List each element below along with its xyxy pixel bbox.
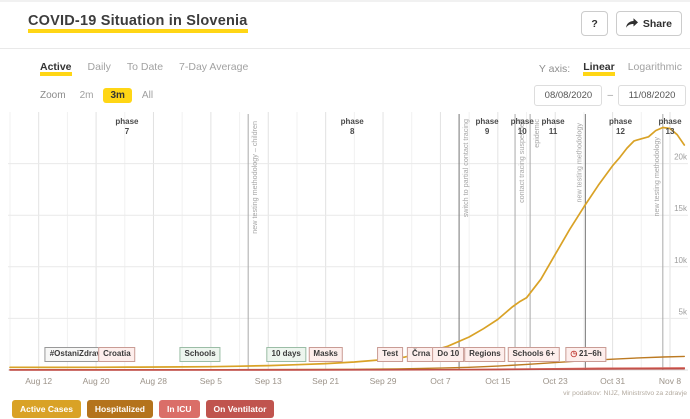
yaxis-option-logarithmic[interactable]: Logarithmic: [628, 61, 682, 76]
zoom-option-2m[interactable]: 2m: [76, 88, 98, 103]
legend-active-cases[interactable]: Active Cases: [12, 400, 81, 418]
series-line-on-ventilator: [9, 368, 686, 371]
tab-active[interactable]: Active: [40, 61, 72, 76]
legend-on-ventilator[interactable]: On Ventilator: [205, 400, 275, 418]
header: COVID-19 Situation in Slovenia ? Share: [0, 2, 690, 49]
legend-hospitalized[interactable]: Hospitalized: [86, 400, 153, 418]
boundary-annotation: new testing methodology – children: [250, 121, 259, 234]
y-axis-label: Y axis:: [538, 62, 571, 75]
x-tick-label: Oct 15: [485, 376, 510, 386]
x-tick-label: Aug 12: [25, 376, 52, 386]
phase-label-12: phase 12: [609, 117, 633, 136]
x-tick-label: Oct 7: [430, 376, 451, 386]
share-icon: [625, 18, 638, 29]
y-tick-label: 20k: [674, 153, 688, 162]
phase-label-7: phase 7: [115, 117, 139, 136]
x-tick-label: Sep 29: [370, 376, 397, 386]
phase-label-9: phase 9: [476, 117, 500, 136]
event-flag-schools-6: Schools 6+: [507, 347, 560, 362]
zoom-option-all[interactable]: All: [138, 88, 157, 103]
event-flag-regions: Regions: [464, 347, 506, 362]
help-button[interactable]: ?: [581, 11, 608, 36]
boundary-annotation: contact tracing suspended: [517, 119, 526, 203]
tab-7-day-average[interactable]: 7-Day Average: [179, 61, 248, 76]
y-axis-control: Y axis: Linear Logarithmic: [539, 61, 682, 76]
y-tick-label: 5k: [679, 307, 688, 316]
data-source: vir podatkov: NIJZ, Ministrstvo za zdrav…: [563, 390, 687, 397]
x-tick-label: Sep 5: [200, 376, 222, 386]
date-from-input[interactable]: [534, 85, 603, 106]
zoom-label: Zoom: [40, 90, 66, 101]
tab-daily[interactable]: Daily: [88, 61, 111, 76]
phase-label-8: phase 8: [341, 117, 365, 136]
y-tick-label: 15k: [674, 204, 688, 213]
event-flag-do-10: Do 10: [432, 347, 465, 362]
x-tick-label: Nov 8: [659, 376, 681, 386]
event-flag-test: Test: [377, 347, 404, 362]
boundary-annotation: epidemic: [532, 119, 541, 148]
header-actions: ? Share: [581, 11, 682, 36]
x-tick-label: Aug 20: [83, 376, 110, 386]
y-tick-label: 10k: [674, 256, 688, 265]
date-range-separator: –: [607, 90, 613, 101]
event-flag-masks: Masks: [308, 347, 343, 362]
metric-tabs: Active Daily To Date 7-Day Average: [40, 61, 248, 76]
boundary-annotation: switch to partial contact tracing: [461, 119, 470, 217]
y-axis-options: Linear Logarithmic: [583, 61, 682, 76]
chart-area: 5k 10k 15k 20k new testing methodology – chi…: [0, 107, 690, 397]
metric-controls-row: Active Daily To Date 7-Day Average Y axis: …: [0, 49, 690, 76]
date-to-input[interactable]: [618, 85, 686, 106]
event-flag-ostanizdrav: #OstaniZdrav: [44, 347, 106, 362]
phase-label-11: phase 11: [542, 117, 566, 136]
legend-in-icu[interactable]: In ICU: [158, 400, 200, 418]
yaxis-option-linear[interactable]: Linear: [583, 61, 615, 76]
phase-label-13: phase 13: [658, 117, 682, 136]
chart-legend: Active Cases Hospitalized In ICU On Ventila…: [12, 400, 275, 418]
boundary-annotation: new testing methodology: [652, 137, 661, 217]
event-flag-schools: Schools: [179, 347, 221, 362]
help-button-label: ?: [591, 17, 598, 30]
event-flag-rna: Črna: [406, 347, 436, 362]
date-range: –: [534, 85, 686, 106]
share-button[interactable]: Share: [615, 11, 682, 36]
zoom-control: Zoom 2m 3m All: [40, 88, 157, 103]
page-title: COVID-19 Situation in Slovenia: [28, 13, 248, 33]
x-tick-label: Oct 31: [600, 376, 625, 386]
zoom-controls-row: Zoom 2m 3m All –: [0, 76, 690, 106]
tab-to-date[interactable]: To Date: [127, 61, 163, 76]
event-flag-21-6h: ◷ 21–6h: [565, 347, 607, 362]
share-button-label: Share: [642, 17, 672, 30]
series-line-active-cases: [9, 126, 686, 369]
x-tick-label: Oct 23: [543, 376, 568, 386]
x-tick-label: Sep 13: [255, 376, 282, 386]
boundary-annotation: new testing methodology: [574, 123, 583, 203]
event-flag-10-days: 10 days: [266, 347, 306, 362]
zoom-option-3m[interactable]: 3m: [103, 88, 132, 103]
zoom-options: 2m 3m All: [76, 88, 157, 103]
x-tick-label: Sep 21: [312, 376, 339, 386]
event-flag-croatia: Croatia: [98, 347, 136, 362]
phase-label-10: phase 10: [511, 117, 535, 136]
clock-icon: ◷: [570, 349, 578, 358]
chart-canvas: 5k 10k 15k 20k new testing methodology – chi…: [8, 112, 688, 397]
x-tick-label: Aug 28: [140, 376, 167, 386]
